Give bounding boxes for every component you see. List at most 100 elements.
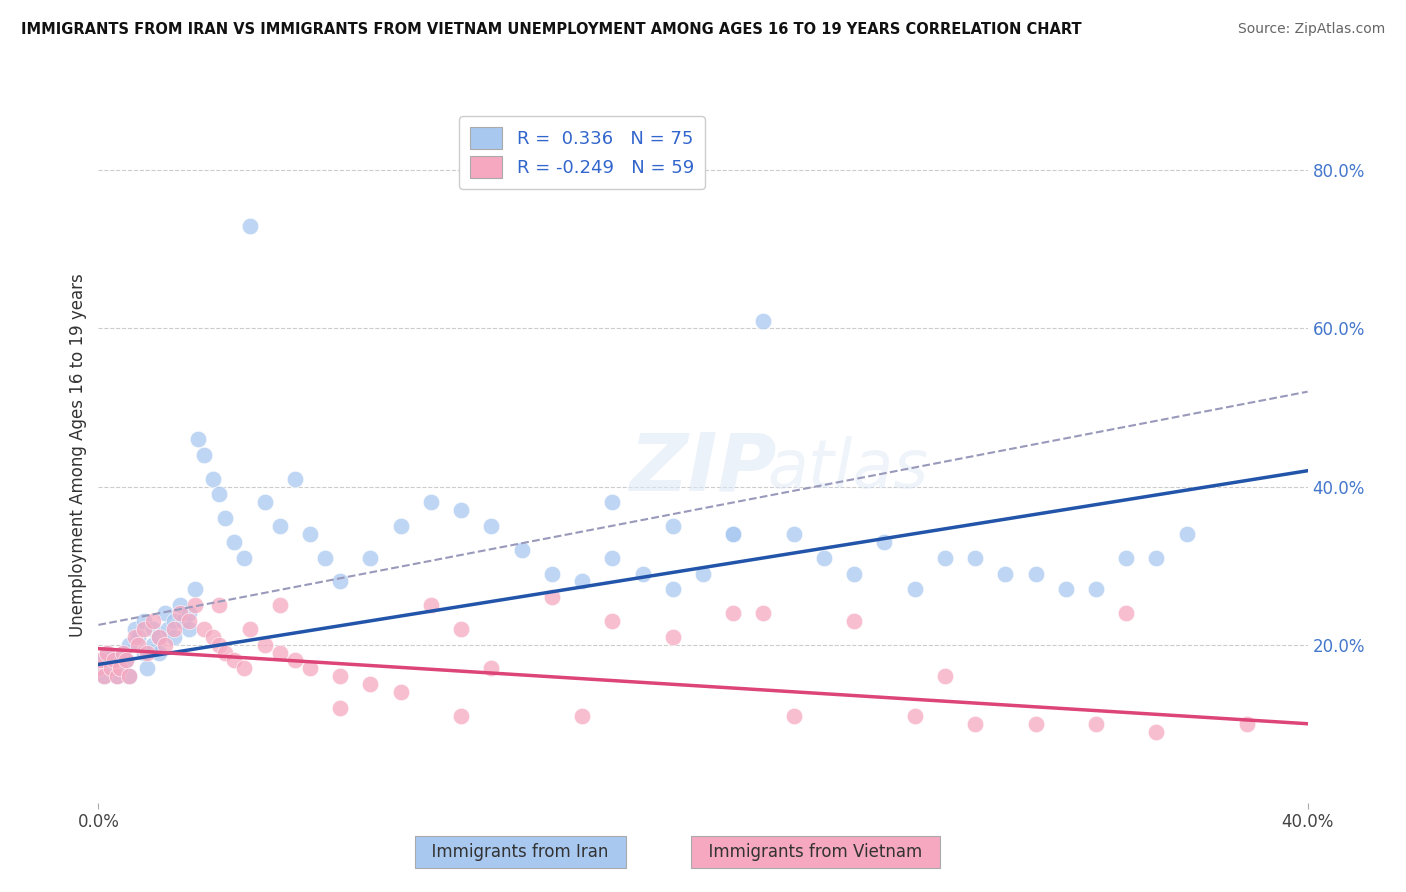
Text: IMMIGRANTS FROM IRAN VS IMMIGRANTS FROM VIETNAM UNEMPLOYMENT AMONG AGES 16 TO 19: IMMIGRANTS FROM IRAN VS IMMIGRANTS FROM …: [21, 22, 1081, 37]
Point: [360, 550, 382, 565]
Point: [602, 614, 624, 628]
Point: [1236, 716, 1258, 731]
Point: [87, 661, 110, 675]
Point: [299, 527, 322, 541]
Point: [389, 519, 412, 533]
Point: [179, 614, 201, 628]
Point: [1144, 550, 1167, 565]
Point: [752, 606, 775, 620]
Point: [184, 598, 207, 612]
Point: [329, 701, 352, 715]
Point: [965, 716, 987, 731]
Point: [329, 574, 352, 589]
Point: [108, 661, 131, 675]
Point: [148, 630, 170, 644]
Point: [360, 677, 382, 691]
Point: [202, 472, 225, 486]
Point: [239, 622, 262, 636]
Point: [253, 495, 276, 509]
Point: [111, 646, 134, 660]
Point: [127, 630, 149, 644]
Point: [284, 472, 307, 486]
Point: [631, 566, 654, 581]
Point: [187, 432, 209, 446]
Point: [420, 495, 443, 509]
Point: [169, 606, 191, 620]
Point: [124, 622, 146, 636]
Point: [450, 708, 472, 723]
Point: [965, 550, 987, 565]
Point: [184, 582, 207, 597]
Point: [172, 614, 194, 628]
Point: [163, 622, 186, 636]
Point: [103, 653, 125, 667]
Point: [105, 669, 128, 683]
Point: [1115, 550, 1137, 565]
Point: [934, 550, 956, 565]
Text: Source: ZipAtlas.com: Source: ZipAtlas.com: [1237, 22, 1385, 37]
Point: [481, 661, 503, 675]
Point: [179, 622, 201, 636]
Point: [148, 646, 170, 660]
Point: [100, 661, 122, 675]
Point: [723, 527, 745, 541]
Point: [111, 646, 134, 660]
Point: [269, 519, 291, 533]
Point: [142, 638, 165, 652]
Point: [142, 614, 165, 628]
Point: [103, 653, 125, 667]
Point: [193, 622, 215, 636]
Point: [844, 566, 866, 581]
Point: [239, 219, 262, 233]
Point: [148, 630, 170, 644]
Point: [299, 661, 322, 675]
Point: [118, 638, 141, 652]
Text: Immigrants from Vietnam: Immigrants from Vietnam: [699, 843, 932, 861]
Point: [135, 661, 157, 675]
Point: [153, 606, 176, 620]
Point: [169, 598, 191, 612]
Point: [450, 503, 472, 517]
Point: [132, 646, 155, 660]
Point: [208, 638, 231, 652]
Point: [214, 511, 236, 525]
Point: [481, 519, 503, 533]
Point: [96, 646, 118, 660]
Point: [1175, 527, 1198, 541]
Point: [269, 598, 291, 612]
Point: [329, 669, 352, 683]
Point: [132, 622, 155, 636]
Text: ZIP: ZIP: [630, 430, 776, 508]
Point: [284, 653, 307, 667]
Point: [214, 646, 236, 660]
Point: [127, 638, 149, 652]
Point: [662, 582, 685, 597]
Point: [1144, 724, 1167, 739]
Point: [118, 669, 141, 683]
Point: [163, 630, 186, 644]
Legend: R =  0.336   N = 75, R = -0.249   N = 59: R = 0.336 N = 75, R = -0.249 N = 59: [460, 116, 704, 189]
Point: [114, 653, 136, 667]
Point: [135, 646, 157, 660]
Point: [314, 550, 336, 565]
Point: [1085, 716, 1108, 731]
Point: [118, 669, 141, 683]
Point: [93, 669, 115, 683]
Point: [1024, 716, 1046, 731]
Point: [193, 448, 215, 462]
Point: [934, 669, 956, 683]
Text: atlas: atlas: [768, 436, 928, 502]
Point: [602, 495, 624, 509]
Point: [114, 653, 136, 667]
Point: [142, 622, 165, 636]
Point: [450, 622, 472, 636]
Point: [540, 566, 562, 581]
Point: [873, 534, 896, 549]
Point: [662, 630, 685, 644]
Point: [571, 708, 593, 723]
Point: [208, 487, 231, 501]
Point: [994, 566, 1017, 581]
Point: [124, 630, 146, 644]
Point: [1115, 606, 1137, 620]
Point: [253, 638, 276, 652]
